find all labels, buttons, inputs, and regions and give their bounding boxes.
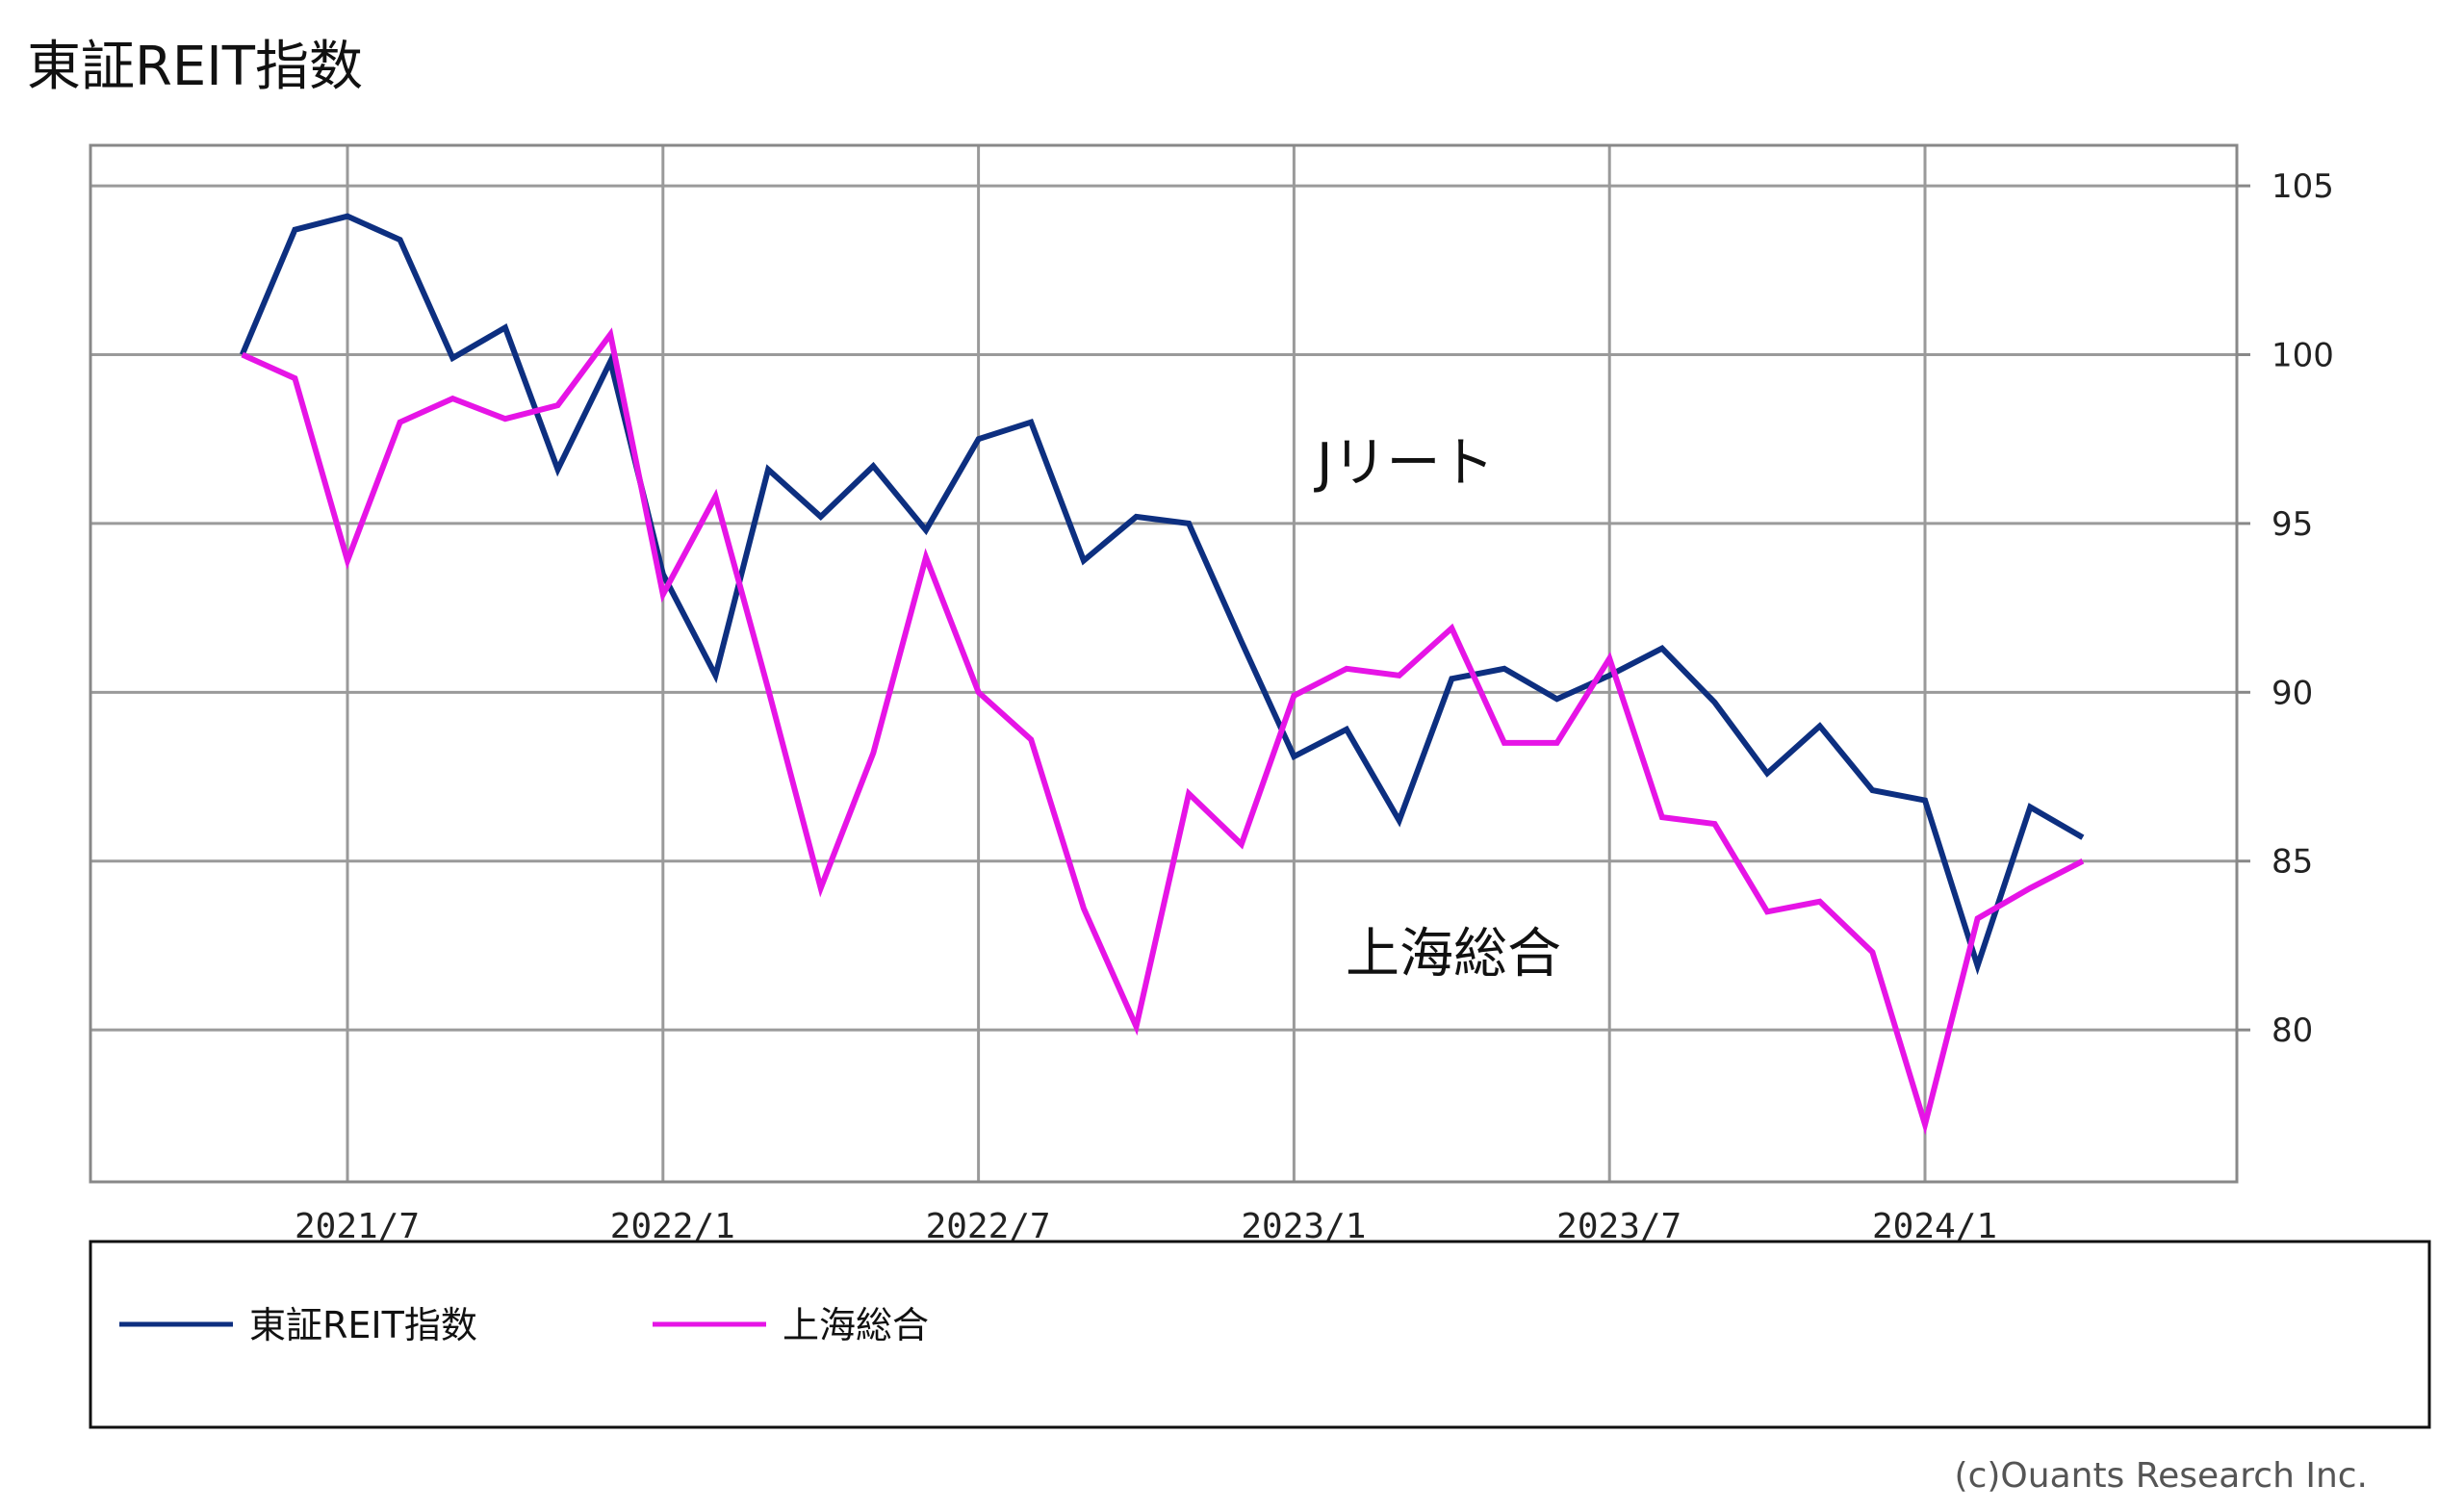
legend-items: 東証REIT指数 上海総合 (119, 1304, 929, 1346)
y-tick-label: 85 (2272, 843, 2313, 882)
series-line-1 (241, 327, 2085, 1136)
y-tick-label: 95 (2272, 505, 2313, 544)
y-tick-label: 90 (2272, 674, 2313, 712)
annotation-jreit: Jリート (1314, 432, 1495, 495)
chart-title: 東証REIT指数 (27, 36, 363, 98)
y-tick-label: 100 (2272, 337, 2334, 375)
credit-text: (c)Ouants Research Inc. (1955, 1456, 2368, 1496)
x-axis: 2021/7 2022/1 2022/7 2023/1 2023/7 2024/1 (295, 1207, 1997, 1246)
series-layer (239, 213, 2085, 1136)
x-tick-label: 2023/1 (1241, 1207, 1366, 1246)
legend-label-0: 東証REIT指数 (249, 1304, 477, 1346)
plot-area (89, 143, 2239, 1184)
legend-label-1: 上海総合 (783, 1304, 929, 1346)
annotation-shanghai: 上海総合 (1346, 923, 1561, 986)
y-axis: 80 85 90 95 100 105 (2237, 167, 2334, 1050)
x-tick-label: 2022/7 (926, 1207, 1051, 1246)
gridlines (90, 145, 2237, 1182)
y-tick-label: 80 (2272, 1012, 2313, 1050)
y-tick-label: 105 (2272, 167, 2334, 206)
x-tick-label: 2024/1 (1872, 1207, 1997, 1246)
legend (89, 1240, 2431, 1429)
x-tick-label: 2021/7 (295, 1207, 420, 1246)
series-line-0 (239, 213, 2085, 976)
x-tick-label: 2022/1 (610, 1207, 735, 1246)
x-tick-label: 2023/7 (1556, 1207, 1681, 1246)
